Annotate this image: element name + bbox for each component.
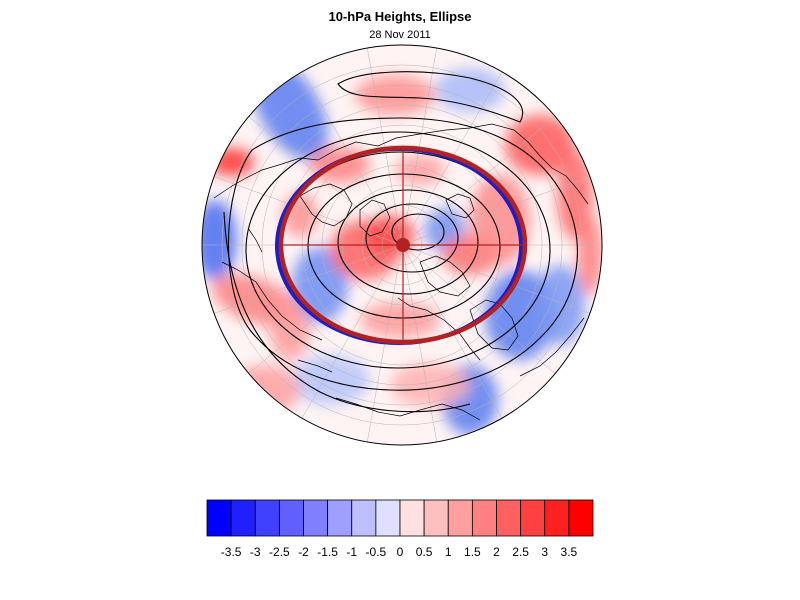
coastline xyxy=(299,183,353,227)
longitude-line xyxy=(367,47,403,246)
coastline xyxy=(213,123,589,205)
height-contour xyxy=(337,71,524,123)
height-contour xyxy=(365,203,459,273)
colorbar-tick-label: -2.5 xyxy=(269,545,290,559)
longitude-line xyxy=(401,47,437,246)
colorbar-tick-label: 1 xyxy=(445,545,452,559)
colorbar-box xyxy=(520,499,546,537)
height-contour xyxy=(223,211,471,413)
colorbar-box xyxy=(544,499,570,537)
colorbar-tick-label: 0 xyxy=(397,545,404,559)
colorbar-box xyxy=(447,499,473,537)
vortex-ellipse-group xyxy=(275,145,528,345)
height-contour xyxy=(391,213,445,251)
colorbar-box xyxy=(254,499,280,537)
coastline xyxy=(221,261,323,341)
colorbar-box xyxy=(230,499,256,537)
colorbar-tick-label: 2 xyxy=(493,545,500,559)
colorbar-labels: -3.5 -3 -2.5 -2 -1.5 -1 -0.5 0 0.5 1 1.5 2 2.5 3 3.5 xyxy=(221,545,578,559)
colorbar-box xyxy=(568,499,594,537)
colorbar-box xyxy=(327,499,353,537)
colorbar-box xyxy=(206,499,232,537)
colorbar-tick-label: -3.5 xyxy=(221,545,242,559)
longitude-line xyxy=(213,176,403,246)
longitude-line xyxy=(213,244,403,314)
coastline xyxy=(359,199,391,237)
polar-map xyxy=(201,44,603,446)
colorbar-tick-label: -3 xyxy=(250,545,261,559)
coastline xyxy=(297,359,333,373)
coastline xyxy=(335,397,481,421)
anomaly-patch xyxy=(360,302,440,338)
coastline xyxy=(247,227,263,253)
anomaly-patch xyxy=(390,363,470,407)
height-contour xyxy=(245,131,551,369)
anomaly-patch xyxy=(435,68,505,112)
colorbar-box xyxy=(471,499,497,537)
coastline xyxy=(445,193,475,219)
longitude-line xyxy=(401,116,556,246)
colorbar-boxes xyxy=(206,499,594,537)
colorbar-tick-label: -2 xyxy=(298,545,309,559)
colorbar-box xyxy=(375,499,401,537)
colorbar-tick-label: 3 xyxy=(541,545,548,559)
colorbar-box xyxy=(423,499,449,537)
colorbar-tick-label: -1.5 xyxy=(317,545,338,559)
coastline xyxy=(469,299,519,351)
height-contour xyxy=(337,189,479,295)
coastline xyxy=(519,317,585,377)
colorbar-tick-label: 1.5 xyxy=(464,545,481,559)
anomaly-patch xyxy=(470,175,530,265)
colorbar-box xyxy=(278,499,304,537)
colorbar-tick-label: -1 xyxy=(346,545,357,559)
chart-date: 28 Nov 2011 xyxy=(369,29,431,41)
coastline xyxy=(397,297,481,361)
colorbar-tick-label: 3.5 xyxy=(561,545,578,559)
chart-title: 10-hPa Heights, Ellipse xyxy=(328,9,472,24)
anomaly-patch xyxy=(355,75,435,115)
coastlines xyxy=(213,123,589,421)
coastline xyxy=(419,255,471,297)
colorbar-tick-label: -0.5 xyxy=(366,545,387,559)
anomaly-patch xyxy=(505,115,575,175)
anomaly-patch xyxy=(578,215,602,295)
colorbar-box xyxy=(351,499,377,537)
height-contour xyxy=(227,117,578,391)
anomaly-patch xyxy=(290,355,370,405)
anomaly-patch xyxy=(270,300,310,360)
longitude-line xyxy=(248,244,403,374)
ellipse-center-marker xyxy=(396,238,410,252)
height-contour xyxy=(307,173,501,319)
colorbar-tick-label: 2.5 xyxy=(512,545,529,559)
anomaly-field xyxy=(202,60,602,435)
longitude-line xyxy=(401,244,556,374)
longitude-line xyxy=(401,244,591,314)
colorbar-box xyxy=(496,499,522,537)
colorbar-tick-label: 0.5 xyxy=(416,545,433,559)
colorbar-box xyxy=(303,499,329,537)
colorbar-box xyxy=(399,499,425,537)
globe-outline xyxy=(201,44,603,446)
